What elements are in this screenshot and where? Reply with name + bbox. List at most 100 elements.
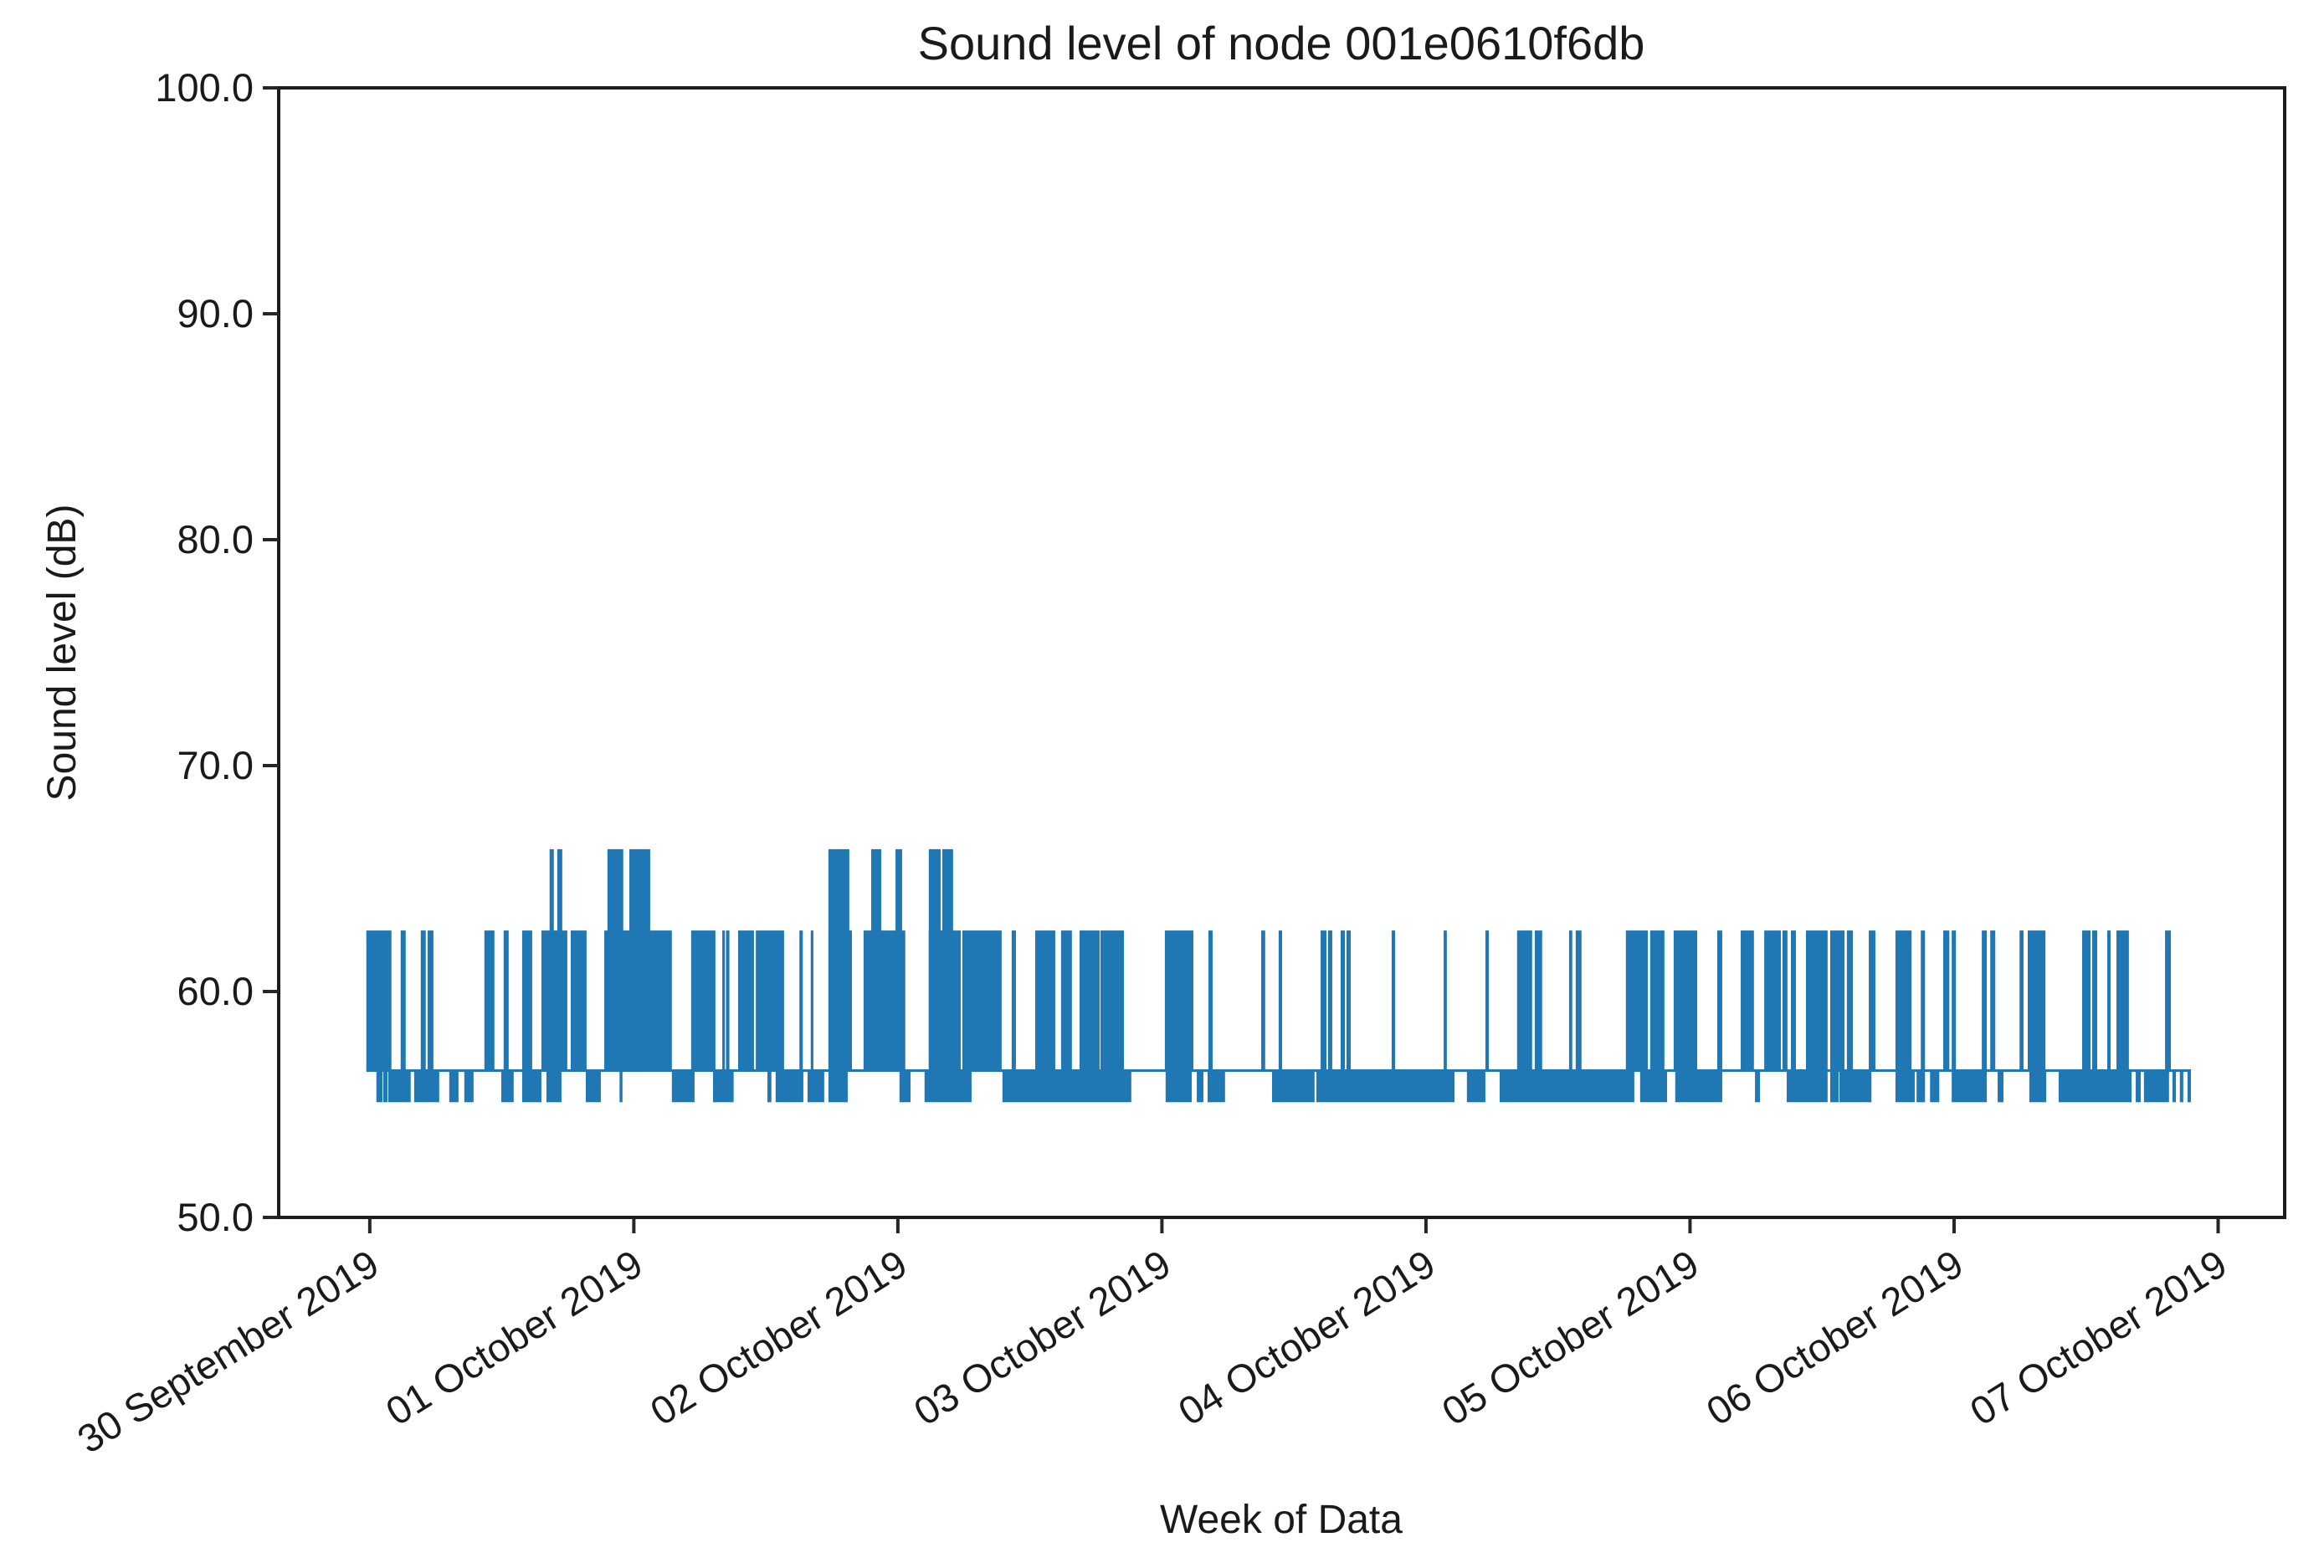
series-low-burst bbox=[713, 1070, 734, 1103]
series-mid-burst bbox=[690, 930, 716, 1071]
series-mid-burst bbox=[1485, 930, 1490, 1071]
series-low-burst bbox=[449, 1070, 459, 1103]
series-mid-burst bbox=[1952, 930, 1957, 1071]
series-low-burst bbox=[521, 1070, 541, 1103]
series-mid-burst bbox=[1341, 930, 1346, 1071]
series-high-burst bbox=[928, 848, 941, 1071]
series-high-burst bbox=[557, 848, 562, 1071]
series-low-burst bbox=[1839, 1070, 1872, 1103]
series-mid-burst bbox=[1869, 930, 1875, 1071]
series-low-burst bbox=[775, 1070, 803, 1103]
series-high-burst bbox=[607, 848, 623, 1071]
series-mid-burst bbox=[1278, 930, 1282, 1071]
series-low-burst bbox=[619, 1070, 623, 1103]
series-mid-burst bbox=[1921, 930, 1926, 1071]
series-low-burst bbox=[807, 1070, 824, 1103]
series-high-burst bbox=[941, 848, 953, 1071]
series-low-burst bbox=[2058, 1070, 2132, 1103]
series-low-burst bbox=[1197, 1070, 1203, 1103]
series-mid-burst bbox=[1034, 930, 1055, 1071]
series-mid-burst bbox=[503, 930, 509, 1071]
series-mid-burst bbox=[1782, 930, 1788, 1071]
y-tick-label: 60.0 bbox=[177, 969, 254, 1013]
series-low-burst bbox=[1207, 1070, 1225, 1103]
series-high-burst bbox=[871, 848, 882, 1071]
series-low-burst bbox=[2187, 1070, 2191, 1103]
series-mid-burst bbox=[1990, 930, 1996, 1071]
series-mid-burst bbox=[2116, 930, 2129, 1071]
series-mid-burst bbox=[1673, 930, 1697, 1071]
series-low-burst bbox=[382, 1070, 387, 1103]
series-mid-burst bbox=[1327, 930, 1332, 1071]
plot-border bbox=[277, 86, 2286, 1219]
series-low-burst bbox=[767, 1070, 772, 1103]
series-low-burst bbox=[1466, 1070, 1485, 1103]
series-mid-burst bbox=[1060, 930, 1072, 1071]
series-mid-burst bbox=[541, 930, 567, 1071]
series-high-burst bbox=[549, 848, 554, 1071]
series-high-burst bbox=[629, 848, 650, 1071]
series-mid-burst bbox=[1444, 930, 1447, 1071]
series-mid-burst bbox=[2081, 930, 2091, 1071]
series-low-burst bbox=[1675, 1070, 1722, 1103]
series-mid-burst bbox=[1100, 930, 1124, 1071]
series-mid-burst bbox=[1208, 930, 1213, 1071]
series-mid-burst bbox=[1716, 930, 1722, 1071]
series-mid-burst bbox=[427, 930, 434, 1071]
series-low-burst bbox=[1002, 1070, 1131, 1103]
series-mid-burst bbox=[1321, 930, 1326, 1071]
y-tick-label: 50.0 bbox=[177, 1195, 254, 1239]
series-low-burst bbox=[1316, 1070, 1455, 1103]
series-low-burst bbox=[1271, 1070, 1315, 1103]
series-mid-burst bbox=[366, 930, 392, 1071]
y-tick-label: 70.0 bbox=[177, 743, 254, 787]
series-low-burst bbox=[2136, 1070, 2142, 1103]
series-low-burst bbox=[1639, 1070, 1668, 1103]
series-mid-burst bbox=[1943, 930, 1950, 1071]
series-mid-burst bbox=[2165, 930, 2172, 1071]
series-high-burst bbox=[828, 848, 849, 1071]
series-low-burst bbox=[1952, 1070, 1988, 1103]
series-mid-burst bbox=[1568, 930, 1572, 1071]
y-axis-label: Sound level (dB) bbox=[40, 504, 85, 802]
y-tick-label: 100.0 bbox=[155, 65, 254, 110]
series-mid-burst bbox=[521, 930, 532, 1071]
series-mid-burst bbox=[1741, 930, 1754, 1071]
series-mid-burst bbox=[726, 930, 730, 1071]
series-mid-burst bbox=[722, 930, 726, 1071]
series-mid-burst bbox=[570, 930, 587, 1071]
series-low-burst bbox=[828, 1070, 848, 1103]
series-mid-burst bbox=[1790, 930, 1796, 1071]
series-low-burst bbox=[1998, 1070, 2003, 1103]
series-mid-burst bbox=[1649, 930, 1665, 1071]
series-mid-burst bbox=[2019, 930, 2024, 1071]
series-mid-burst bbox=[420, 930, 426, 1071]
series-high-burst bbox=[895, 848, 902, 1071]
series-mid-burst bbox=[2091, 930, 2097, 1071]
series-low-burst bbox=[1916, 1070, 1926, 1103]
series-low-burst bbox=[500, 1070, 514, 1103]
series-low-burst bbox=[413, 1070, 439, 1103]
y-tick-label: 90.0 bbox=[177, 291, 254, 336]
series-low-burst bbox=[2179, 1070, 2183, 1103]
series-low-burst bbox=[1499, 1070, 1634, 1103]
series-mid-burst bbox=[2106, 930, 2111, 1071]
series-mid-burst bbox=[962, 930, 1002, 1071]
series-mid-burst bbox=[1011, 930, 1016, 1071]
series-low-burst bbox=[1165, 1070, 1193, 1103]
series-mid-burst bbox=[1079, 930, 1100, 1071]
series-low-burst bbox=[546, 1070, 562, 1103]
series-low-burst bbox=[1895, 1070, 1915, 1103]
series-low-burst bbox=[376, 1070, 382, 1103]
series-mid-burst bbox=[1534, 930, 1542, 1071]
series-mid-burst bbox=[484, 930, 495, 1071]
series-low-burst bbox=[924, 1070, 972, 1103]
series-low-burst bbox=[1829, 1070, 1839, 1103]
series-mid-burst bbox=[400, 930, 406, 1071]
series-low-burst bbox=[899, 1070, 911, 1103]
x-axis-label: Week of Data bbox=[1160, 1498, 1403, 1542]
series-mid-burst bbox=[1829, 930, 1845, 1071]
series-mid-burst bbox=[1895, 930, 1912, 1071]
